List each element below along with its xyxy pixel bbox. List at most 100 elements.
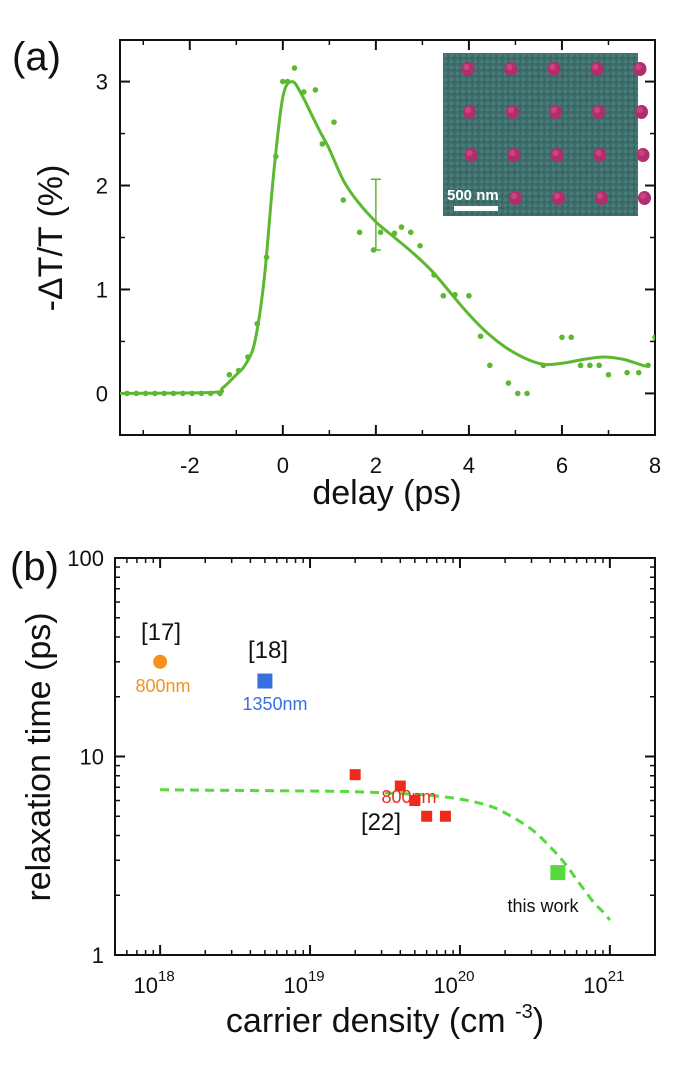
y-axis-title: -ΔT/T (%) [32, 165, 70, 312]
data-point [254, 320, 261, 327]
scale-bar [454, 206, 498, 211]
data-point [217, 390, 223, 397]
data-point-square [439, 810, 451, 822]
data-point [452, 291, 458, 298]
y-tick-label: 2 [96, 174, 108, 199]
data-point [417, 243, 423, 249]
data-point [587, 362, 593, 369]
y-tick-label: 3 [96, 70, 108, 95]
y-tick-label: 100 [67, 546, 104, 571]
panel-a-label: (a) [12, 35, 61, 79]
nanohole-highlight [465, 107, 471, 113]
data-point [391, 230, 398, 237]
data-point-circle [153, 654, 168, 669]
data-point [370, 247, 377, 253]
data-point [407, 229, 414, 236]
x-tick-label: 1020 [433, 968, 474, 998]
annotation-ref22-wl: 800nm [381, 787, 436, 807]
data-point [477, 333, 484, 340]
nanohole-highlight [552, 150, 559, 156]
nanohole-highlight [554, 193, 560, 199]
nanohole-highlight [638, 150, 645, 156]
data-point [189, 390, 195, 397]
data-point [559, 334, 565, 341]
x-tick-label: 1021 [583, 968, 624, 998]
nanohole-highlight [466, 150, 473, 156]
data-point [577, 362, 584, 369]
nanohole-highlight [635, 64, 642, 70]
annotation-ref22: [22] [361, 809, 401, 836]
data-point [624, 369, 630, 376]
nanohole-highlight [509, 150, 516, 156]
annotation-ref18-wl: 1350nm [242, 694, 307, 714]
annotation-ref17-wl: 800nm [135, 676, 190, 696]
x-tick-label: 2 [370, 453, 382, 478]
data-point [245, 354, 251, 360]
sem-image [443, 53, 638, 216]
data-point [505, 380, 512, 386]
data-point-square [394, 780, 406, 792]
annotation-ref18: [18] [248, 637, 288, 664]
data-point [124, 390, 130, 397]
x-tick-label: 1018 [134, 968, 175, 998]
data-points [153, 654, 566, 881]
y-tick-label: 1 [96, 277, 108, 302]
data-point [207, 390, 214, 397]
data-point [291, 65, 298, 71]
x-tick-label: -2 [180, 453, 200, 478]
x-tick-label: 0 [277, 453, 289, 478]
data-point-square [421, 810, 433, 822]
data-point [142, 390, 149, 397]
data-point [235, 367, 242, 374]
x-tick-label-exponent: 21 [608, 968, 625, 985]
scale-bar-label: 500 nm [447, 187, 499, 204]
data-point [331, 119, 337, 125]
nanohole-highlight [549, 64, 556, 70]
nanohole-highlight [506, 64, 513, 70]
data-point [280, 78, 286, 85]
data-point [466, 292, 472, 299]
data-point [273, 153, 279, 160]
data-point [170, 390, 177, 397]
x-tick-label: 1019 [283, 968, 324, 998]
data-point [340, 197, 347, 203]
fit-curve [120, 80, 647, 395]
data-point [284, 78, 291, 85]
data-point [487, 362, 493, 369]
x-axis-title-exponent: -3 [515, 1001, 533, 1023]
dashed-fit-curve [160, 788, 612, 922]
data-point [312, 87, 319, 93]
data-point [133, 390, 140, 397]
data-point [398, 224, 405, 230]
data-point [635, 369, 642, 376]
x-tick-label-base: 10 [283, 973, 307, 998]
data-point [319, 141, 326, 147]
data-point [524, 390, 530, 397]
data-point [431, 272, 437, 278]
data-point [152, 390, 158, 397]
x-tick-label: 4 [463, 453, 475, 478]
panel-b-ticks [114, 557, 656, 956]
data-point [645, 362, 651, 369]
x-tick-label-base: 10 [583, 973, 607, 998]
nanohole-highlight [508, 107, 514, 113]
nanohole-highlight [594, 107, 600, 113]
data-points [124, 65, 655, 397]
data-point [440, 292, 447, 299]
nanohole-array [461, 62, 651, 205]
data-point [180, 390, 186, 397]
error-bar [370, 178, 381, 251]
x-tick-label: 8 [649, 453, 661, 478]
panel-a-tick-labels: -2 0 2 4 6 8 0 1 2 3 [96, 70, 661, 478]
data-point [161, 390, 167, 397]
x-tick-label-base: 10 [433, 973, 457, 998]
panel-b-label: (b) [10, 545, 59, 589]
nanohole-highlight [511, 193, 517, 199]
x-axis-title-close: ) [533, 1002, 544, 1040]
data-point [300, 89, 307, 95]
y-tick-label: 10 [80, 745, 104, 770]
